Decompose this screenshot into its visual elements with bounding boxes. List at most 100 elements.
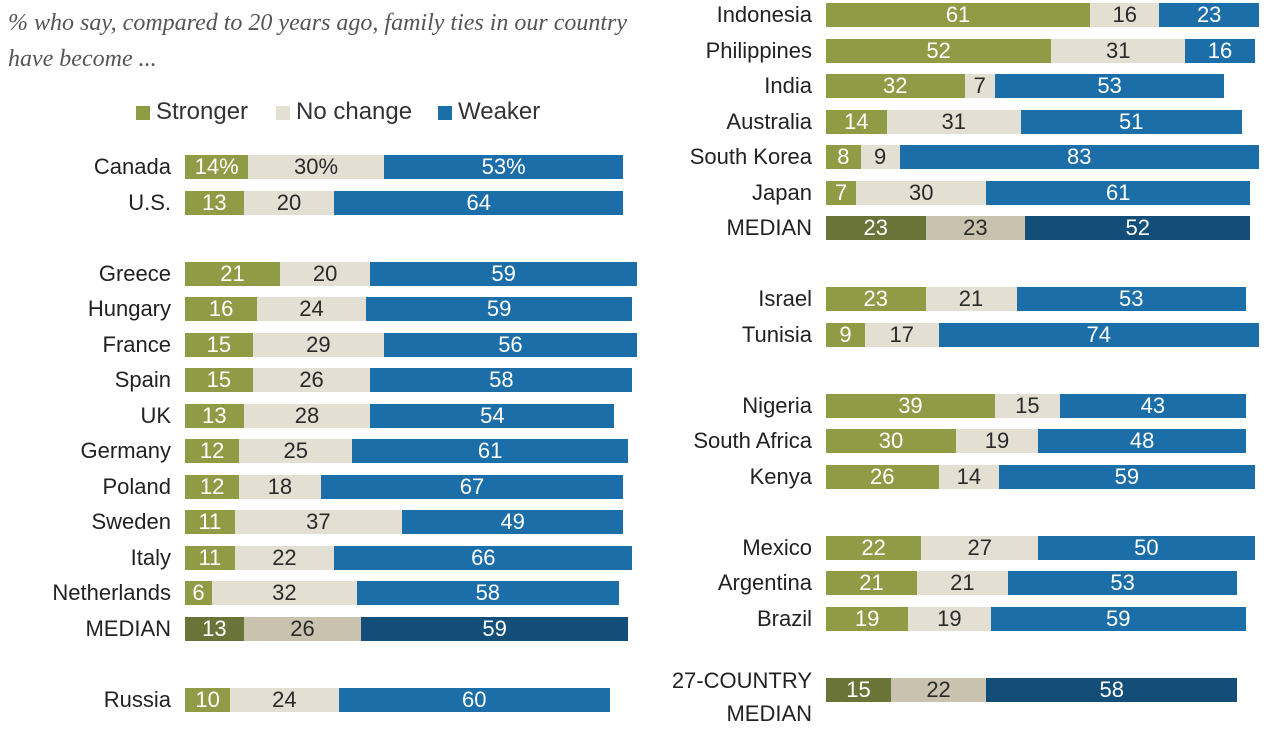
bar-segment-stronger: 12 [185,474,240,499]
legend-label-stronger: Stronger [156,98,249,125]
bar-segment-stronger: 9 [826,322,865,347]
row-label-japan: Japan [752,179,812,205]
bar-segment-stronger: 39 [826,393,995,418]
bar-segment-nochange: 32 [212,581,357,605]
bar-segment-weaker: 61 [352,439,628,463]
bar-segment-weaker: 66 [334,545,633,570]
row-label-france: France [102,331,171,357]
bar-south-korea: 8 9 83 [826,145,1259,169]
row-label-philippines: Philippines [705,37,812,63]
bar-segment-weaker: 52 [1025,216,1251,240]
legend-swatch-nochange [276,106,290,120]
bar-segment-stronger: 15 [185,332,253,357]
bar-israel: 23 21 53 [826,287,1246,311]
bar-segment-nochange: 37 [234,510,402,534]
bar-segment-stronger: 13 [185,190,244,215]
bar-segment-nochange: 23 [925,216,1026,240]
bar-segment-nochange: 15 [994,393,1060,418]
bar-segment-nochange: 30 [856,180,987,205]
bar-segment-nochange: 24 [257,297,366,321]
row-label-poland: Poland [102,473,171,499]
bar-segment-nochange: 25 [239,439,353,463]
bar-segment-weaker: 58 [370,368,633,392]
row-label-u-s: U.S. [128,189,171,215]
row-label-greece: Greece [98,260,171,286]
row-label-median-right-3: MEDIAN [726,215,812,240]
bar-segment-nochange: 30% [248,155,384,179]
row-label-sweden: Sweden [91,509,171,534]
row-label-nigeria: Nigeria [742,392,812,418]
bar-segment-weaker: 54 [370,403,615,428]
bar-segment-weaker: 59 [361,616,628,641]
bar-segment-weaker: 59 [999,464,1255,489]
bar-segment-nochange: 21 [916,571,1008,595]
bar-segment-weaker: 53 [1007,571,1238,595]
row-label-south-korea: South Korea [689,144,812,169]
bar-median-left-1: 13 26 59 [185,616,628,641]
row-label-south-africa: South Africa [693,428,812,453]
bar-segment-stronger: 22 [826,535,922,560]
bar-segment-stronger: 61 [826,3,1091,27]
bar-segment-weaker: 74 [938,322,1259,347]
bar-hungary: 16 24 59 [185,297,633,321]
bar-australia: 14 31 51 [826,109,1242,134]
row-label-israel: Israel [758,286,812,311]
row-label-median-left-1: MEDIAN [85,615,171,641]
row-label-hungary: Hungary [87,296,171,321]
bar-segment-stronger: 30 [826,429,956,453]
bar-segment-stronger: 13 [185,403,244,428]
bar-segment-weaker: 59 [370,261,637,286]
bar-poland: 12 18 67 [185,474,624,499]
bar-segment-nochange: 31 [1051,38,1186,63]
bar-u-s: 13 20 64 [185,190,624,215]
bar-segment-weaker: 67 [320,474,624,499]
row-label-argentina: Argentina [717,570,812,595]
bar-philippines: 52 31 16 [826,38,1255,63]
row-label-line: 27-COUNTRY [671,667,812,693]
bar-segment-nochange: 22 [234,545,335,570]
bar-segment-stronger: 15 [185,368,253,392]
bar-france: 15 29 56 [185,332,637,357]
row-label-tunisia: Tunisia [741,321,812,347]
row-label-spain: Spain [114,367,171,392]
bar-segment-stronger: 14 [826,109,887,134]
bar-segment-stronger: 13 [185,616,244,641]
bar-segment-weaker: 61 [986,180,1251,205]
bar-27-country-median-right-7: 15 22 58 [826,677,1238,702]
bar-segment-nochange: 17 [864,322,939,347]
bar-sweden: 11 37 49 [185,510,624,534]
bar-segment-stronger: 23 [826,287,926,311]
bar-segment-stronger: 16 [185,297,258,321]
legend-swatch-weaker [438,106,452,120]
row-label-27-country-median-right-7: 27-COUNTRY MEDIAN [672,664,812,730]
bar-segment-nochange: 27 [921,535,1039,560]
bar-argentina: 21 21 53 [826,571,1238,595]
bar-segment-weaker: 53% [383,155,624,179]
bar-greece: 21 20 59 [185,261,637,286]
legend-item-stronger: Stronger [136,97,248,127]
bar-segment-stronger: 19 [826,606,909,631]
bar-segment-weaker: 49 [401,510,624,534]
bar-brazil: 19 19 59 [826,606,1246,631]
bar-segment-weaker: 16 [1185,38,1255,63]
bar-segment-nochange: 14 [938,464,1000,489]
bar-segment-nochange: 26 [243,616,362,641]
bar-segment-nochange: 21 [925,287,1017,311]
row-label-mexico: Mexico [742,534,812,560]
legend-item-nochange: No change [276,97,412,127]
bar-segment-stronger: 26 [826,464,939,489]
bar-italy: 11 22 66 [185,545,633,570]
bar-segment-nochange: 22 [890,677,987,702]
bar-segment-weaker: 53 [994,74,1225,98]
bar-mexico: 22 27 50 [826,535,1255,560]
legend-label-weaker: Weaker [458,98,541,125]
bar-segment-weaker: 59 [365,297,633,321]
bar-segment-weaker: 50 [1038,535,1255,560]
bar-russia: 10 24 60 [185,687,610,712]
row-label-india: India [764,73,812,98]
bar-segment-stronger: 6 [185,581,213,605]
bar-south-africa: 30 19 48 [826,429,1246,453]
bar-segment-stronger: 14% [185,155,249,179]
legend-item-weaker: Weaker [438,97,540,127]
row-label-italy: Italy [130,544,171,570]
